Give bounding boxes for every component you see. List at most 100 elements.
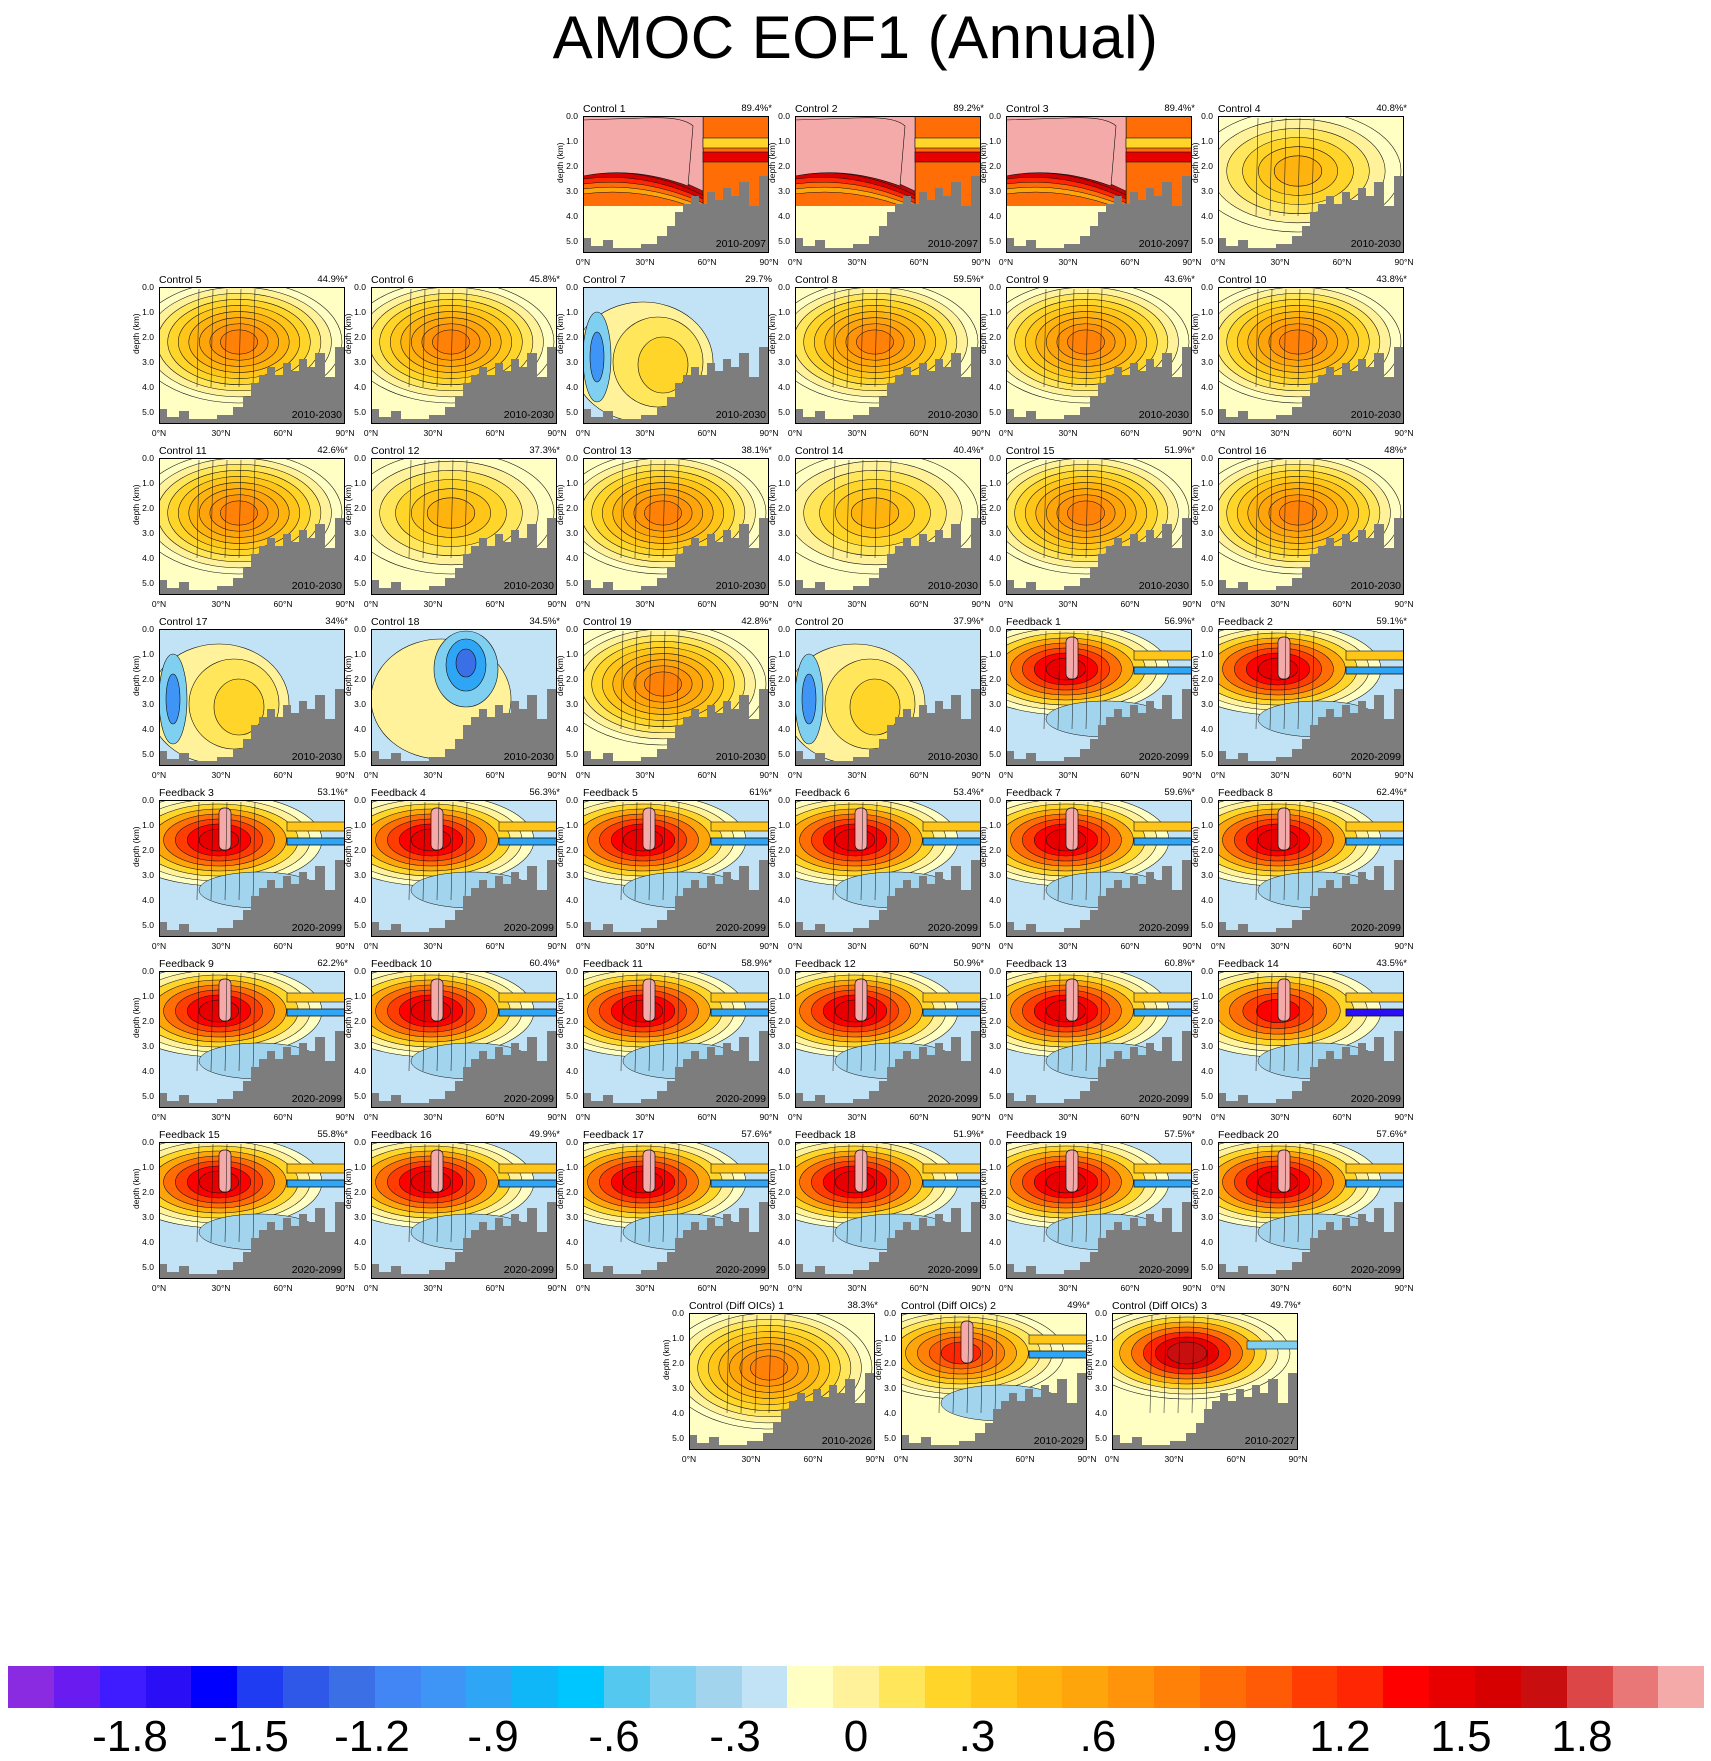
x-tick-label: 30°N: [211, 428, 231, 438]
y-tick-label: 3.0: [778, 699, 790, 709]
colorbar-tick-label: 0: [843, 1712, 869, 1761]
y-tick-label: 1.0: [989, 820, 1001, 830]
y-tick-label: 2.0: [778, 332, 790, 342]
contour-field: [583, 971, 769, 1108]
x-tick-label: 30°N: [635, 257, 655, 267]
contour-field: [583, 458, 769, 595]
y-tick-label: 4.0: [566, 211, 578, 221]
x-tick-label: 60°N: [485, 1112, 505, 1122]
colorbar-tick-label: -1.2: [334, 1712, 410, 1761]
x-tick-label: 30°N: [1058, 257, 1078, 267]
contour-field: [1006, 971, 1192, 1108]
x-tick-label: 0°N: [363, 941, 379, 951]
colorbar: [8, 1666, 1705, 1708]
y-tick-label: 4.0: [354, 382, 366, 392]
y-tick-label: 0.0: [142, 1137, 154, 1147]
y-tick-label: 4.0: [566, 724, 578, 734]
x-tick-label: 30°N: [635, 1283, 655, 1293]
y-tick-label: 1.0: [989, 478, 1001, 488]
contour-field: [159, 629, 345, 766]
panel-period: 2020-2099: [291, 1093, 342, 1105]
panel-title: Control 15: [1006, 445, 1055, 457]
y-tick-label: 1.0: [778, 649, 790, 659]
x-tick-label: 30°N: [847, 599, 867, 609]
panel-title: Feedback 7: [1006, 787, 1061, 799]
x-tick-label: 30°N: [211, 1283, 231, 1293]
contour-plot: [795, 458, 981, 595]
eof-panel: Control 4 40.8%* 2010-2030 depth (km) 0.0 1.0…: [1189, 103, 1414, 293]
x-tick-label: 90°N: [971, 257, 991, 267]
panel-title: Control 4: [1218, 103, 1261, 115]
panel-period: 2010-2030: [1350, 409, 1401, 421]
y-tick-label: 1.0: [884, 1333, 896, 1343]
colorbar-swatch: [145, 1666, 192, 1708]
x-tick-label: 60°N: [1120, 1112, 1140, 1122]
y-tick-label: 2.0: [354, 503, 366, 513]
x-tick-label: 90°N: [971, 428, 991, 438]
y-tick-label: 0.0: [1201, 111, 1213, 121]
colorbar-swatch: [8, 1666, 54, 1708]
panel-variance: 53.4%*: [953, 787, 984, 798]
panel-title: Control (Diff OICs) 3: [1112, 1300, 1207, 1312]
contour-plot: [583, 116, 769, 253]
y-tick-label: 3.0: [142, 699, 154, 709]
panel-title: Feedback 19: [1006, 1129, 1067, 1141]
colorbar-swatch: [99, 1666, 146, 1708]
colorbar-swatch: [1475, 1666, 1521, 1708]
y-tick-label: 0.0: [778, 1137, 790, 1147]
y-tick-label: 0.0: [1201, 795, 1213, 805]
y-tick-label: 0.0: [989, 966, 1001, 976]
x-tick-label: 90°N: [547, 1112, 567, 1122]
x-tick-label: 30°N: [1270, 428, 1290, 438]
x-tick-label: 90°N: [335, 770, 355, 780]
contour-plot: [795, 971, 981, 1108]
colorbar-tick-label: -.9: [467, 1712, 519, 1761]
y-tick-label: 1.0: [778, 820, 790, 830]
y-tick-label: 0.0: [989, 282, 1001, 292]
y-tick-label: 5.0: [566, 578, 578, 588]
y-tick-label: 5.0: [566, 1091, 578, 1101]
y-tick-label: 3.0: [566, 699, 578, 709]
y-tick-label: 4.0: [778, 895, 790, 905]
y-tick-label: 4.0: [1201, 724, 1213, 734]
eof-panel: Feedback 18 51.9%* 2020-2099 depth (km) 0.0 1…: [766, 1129, 991, 1319]
panel-title: Feedback 15: [159, 1129, 220, 1141]
x-tick-label: 60°N: [485, 599, 505, 609]
y-tick-label: 1.0: [354, 1162, 366, 1172]
y-tick-label: 0.0: [1201, 282, 1213, 292]
y-tick-label: 5.0: [142, 578, 154, 588]
y-tick-label: 1.0: [142, 991, 154, 1001]
y-tick-label: 2.0: [989, 845, 1001, 855]
y-tick-label: 4.0: [1201, 553, 1213, 563]
y-tick-label: 2.0: [778, 845, 790, 855]
y-tick-label: 4.0: [989, 1066, 1001, 1076]
contour-field: [583, 116, 769, 253]
panel-period: 2010-2026: [821, 1435, 872, 1447]
y-tick-label: 0.0: [778, 453, 790, 463]
x-tick-label: 0°N: [787, 428, 803, 438]
contour-plot: [371, 287, 557, 424]
contour-field: [371, 629, 557, 766]
colorbar-tick-label: .6: [1079, 1712, 1117, 1761]
y-tick-label: 2.0: [354, 332, 366, 342]
y-tick-label: 1.0: [354, 649, 366, 659]
y-tick-label: 4.0: [1201, 895, 1213, 905]
contour-plot: [159, 971, 345, 1108]
eof-panel: Feedback 1 56.9%* 2020-2099 depth (km) 0.0 1.…: [977, 616, 1202, 806]
colorbar-swatch: [1016, 1666, 1063, 1708]
panel-title: Feedback 10: [371, 958, 432, 970]
colorbar-swatch: [1154, 1666, 1200, 1708]
x-tick-label: 90°N: [865, 1454, 885, 1464]
panel-variance: 44.9%*: [317, 274, 348, 285]
y-tick-label: 5.0: [778, 749, 790, 759]
colorbar-swatch: [283, 1666, 329, 1708]
x-tick-label: 0°N: [998, 1112, 1014, 1122]
contour-field: [583, 287, 769, 424]
panel-title: Feedback 18: [795, 1129, 856, 1141]
x-tick-label: 30°N: [847, 1283, 867, 1293]
y-tick-label: 0.0: [354, 966, 366, 976]
contour-field: [1006, 1142, 1192, 1279]
x-tick-label: 30°N: [1270, 257, 1290, 267]
eof-panel: Feedback 9 62.2%* 2020-2099 depth (km) 0.0 1.…: [130, 958, 355, 1148]
contour-field: [795, 116, 981, 253]
